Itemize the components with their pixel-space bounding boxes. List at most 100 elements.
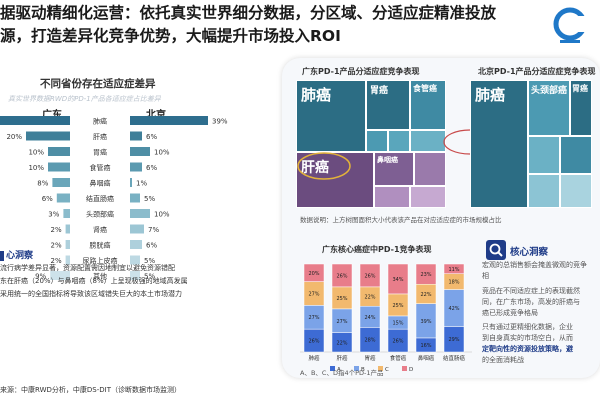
segment-label: 29%	[448, 337, 459, 343]
right-insight-line-2: 相	[482, 272, 489, 280]
right-insight-line-7: 到自身真实的市场空白，从而	[482, 334, 573, 342]
label-beijing: 5%	[144, 273, 155, 281]
page-title: 据驱动精细化运营：依托真实世界细分数据，分区域、分适应症精准投放 源，打造差异化…	[0, 2, 540, 48]
col-head-beijing: 北京	[146, 110, 166, 121]
bar-beijing	[130, 224, 144, 234]
bar-beijing	[130, 240, 142, 249]
treemap-cell	[410, 186, 446, 208]
legend-swatch	[330, 366, 335, 371]
legend-label: A	[337, 367, 341, 373]
bar-beijing	[130, 193, 140, 203]
label-guangdong: 2%	[50, 257, 61, 265]
category-label: 肾癌	[93, 225, 107, 234]
stacked-bar-chart: 26% 27% 27% 20% 肺癌 22% 27% 25% 26% 肝癌 28% 24% 22% 26%…	[300, 263, 472, 373]
right-insight-title: 核心洞察	[510, 247, 549, 258]
segment-label: 27%	[336, 319, 347, 325]
treemap-cell	[528, 174, 560, 208]
right-insight-line-1: 宏观的总销售额会掩盖微观的竞争	[482, 261, 587, 269]
search-icon	[486, 240, 506, 260]
segment-label: 26%	[392, 339, 403, 345]
label-beijing: 5%	[144, 195, 155, 203]
segment-label: 26%	[308, 339, 319, 345]
stacked-segment	[303, 263, 325, 282]
category-label: 肺癌	[308, 354, 320, 362]
province-bar-chart: 9% 肺癌 39% 20% 肝癌 6% 10% 胃癌 10% 10% 食管癌 6% 8% 鼻咽癌 1% 6% 结…	[0, 116, 228, 281]
category-label: 结直肠癌	[443, 354, 466, 362]
label-beijing: 6%	[146, 164, 157, 172]
segment-label: 27%	[308, 291, 319, 297]
segment-label: 22%	[336, 340, 347, 346]
segment-label: 23%	[420, 272, 431, 278]
bar-beijing	[130, 147, 150, 156]
bar-beijing	[130, 271, 140, 280]
category-label: 胃癌	[93, 148, 107, 157]
label-beijing: 6%	[146, 133, 157, 141]
treemap-bj-title: 北京PD-1产品分适应症竞争表现	[478, 67, 596, 76]
bar-beijing	[130, 116, 208, 125]
legend-swatch	[354, 366, 359, 371]
treemap-cell: 肺癌	[470, 80, 528, 208]
label-beijing: 7%	[148, 226, 159, 234]
segment-label: 22%	[364, 295, 375, 301]
left-chart-title: 不同省份存在适应症差异	[40, 78, 156, 90]
bar-guangdong	[0, 116, 71, 125]
bar-guangdong	[48, 147, 70, 156]
col-head-guangdong: 广东	[42, 110, 62, 121]
stacked-segment	[443, 263, 465, 274]
category-label: 鼻咽癌	[418, 354, 435, 362]
segment-label: 26%	[364, 273, 375, 279]
right-insight-line-5: 癌已形成竞争格局	[482, 309, 538, 317]
source-note: 来源：中康RWD分析，中康DS-DIT（诊断数据市场监测）	[0, 386, 181, 394]
stacked-segment	[415, 263, 437, 285]
segment-label: 24%	[364, 315, 375, 321]
segment-label: 27%	[308, 315, 319, 321]
category-label: 头颈部癌	[86, 210, 114, 219]
treemap-cell	[560, 136, 592, 174]
treemap-cell	[366, 130, 388, 152]
category-label: 肝癌	[93, 132, 107, 141]
title-line-2: 源，打造差异化竞争优势，大幅提升市场投入ROI	[0, 27, 341, 45]
treemap-cell	[374, 186, 410, 208]
stacked-segment	[331, 263, 353, 288]
bar-beijing	[130, 209, 150, 218]
legend-swatch	[378, 366, 383, 371]
segment-label: 34%	[392, 277, 403, 283]
label-guangdong: 20%	[6, 133, 22, 141]
right-insight-line-3: 竞品在不同适应症上的表现截然	[482, 287, 580, 295]
segment-label: 28%	[364, 338, 375, 344]
category-label: 食管癌	[390, 354, 407, 362]
bar-guangdong	[65, 224, 70, 234]
right-insight-line-6: 只有通过更精细化数据，企业	[482, 323, 573, 331]
right-insight-line-9: 的全面消耗战	[482, 356, 524, 364]
label-guangdong: 8%	[37, 180, 48, 188]
category-label: 结直肠癌	[86, 194, 114, 203]
bar-guangdong	[65, 240, 70, 249]
legend-swatch	[402, 366, 407, 371]
bar-guangdong	[65, 255, 70, 265]
bar-guangdong	[63, 209, 70, 218]
treemap-note: 数据说明：上方树图面积大小代表该产品在对应适应症的市场规模占比	[300, 216, 502, 224]
treemap-cell: 胃癌	[366, 80, 410, 130]
left-insight-line-2: 东在肝癌（20%）与鼻咽癌（8%）上呈现极强的地域高发属	[0, 277, 188, 285]
category-label: 食管癌	[90, 163, 111, 172]
bar-beijing	[130, 162, 142, 172]
segment-label: 11%	[448, 267, 459, 273]
segment-label: 22%	[420, 292, 431, 298]
segment-label: 20%	[308, 271, 319, 277]
segment-label: 39%	[420, 319, 431, 325]
treemap-cell: 头颈部癌	[528, 80, 570, 136]
segment-label: 18%	[448, 280, 459, 286]
label-guangdong: 2%	[50, 242, 61, 250]
segment-label: 26%	[336, 273, 347, 279]
segment-label: 15%	[392, 321, 403, 327]
label-beijing: 6%	[146, 242, 157, 250]
label-beijing: 1%	[136, 180, 147, 188]
label-guangdong: 10%	[28, 164, 44, 172]
label-beijing: 10%	[154, 211, 170, 219]
left-insight-title: 心洞察	[0, 248, 33, 261]
label-beijing: 10%	[154, 149, 170, 157]
bar-guangdong	[56, 193, 70, 203]
category-label: 其他	[93, 272, 107, 281]
legend-label: C	[385, 367, 389, 373]
label-beijing: 39%	[212, 118, 228, 126]
